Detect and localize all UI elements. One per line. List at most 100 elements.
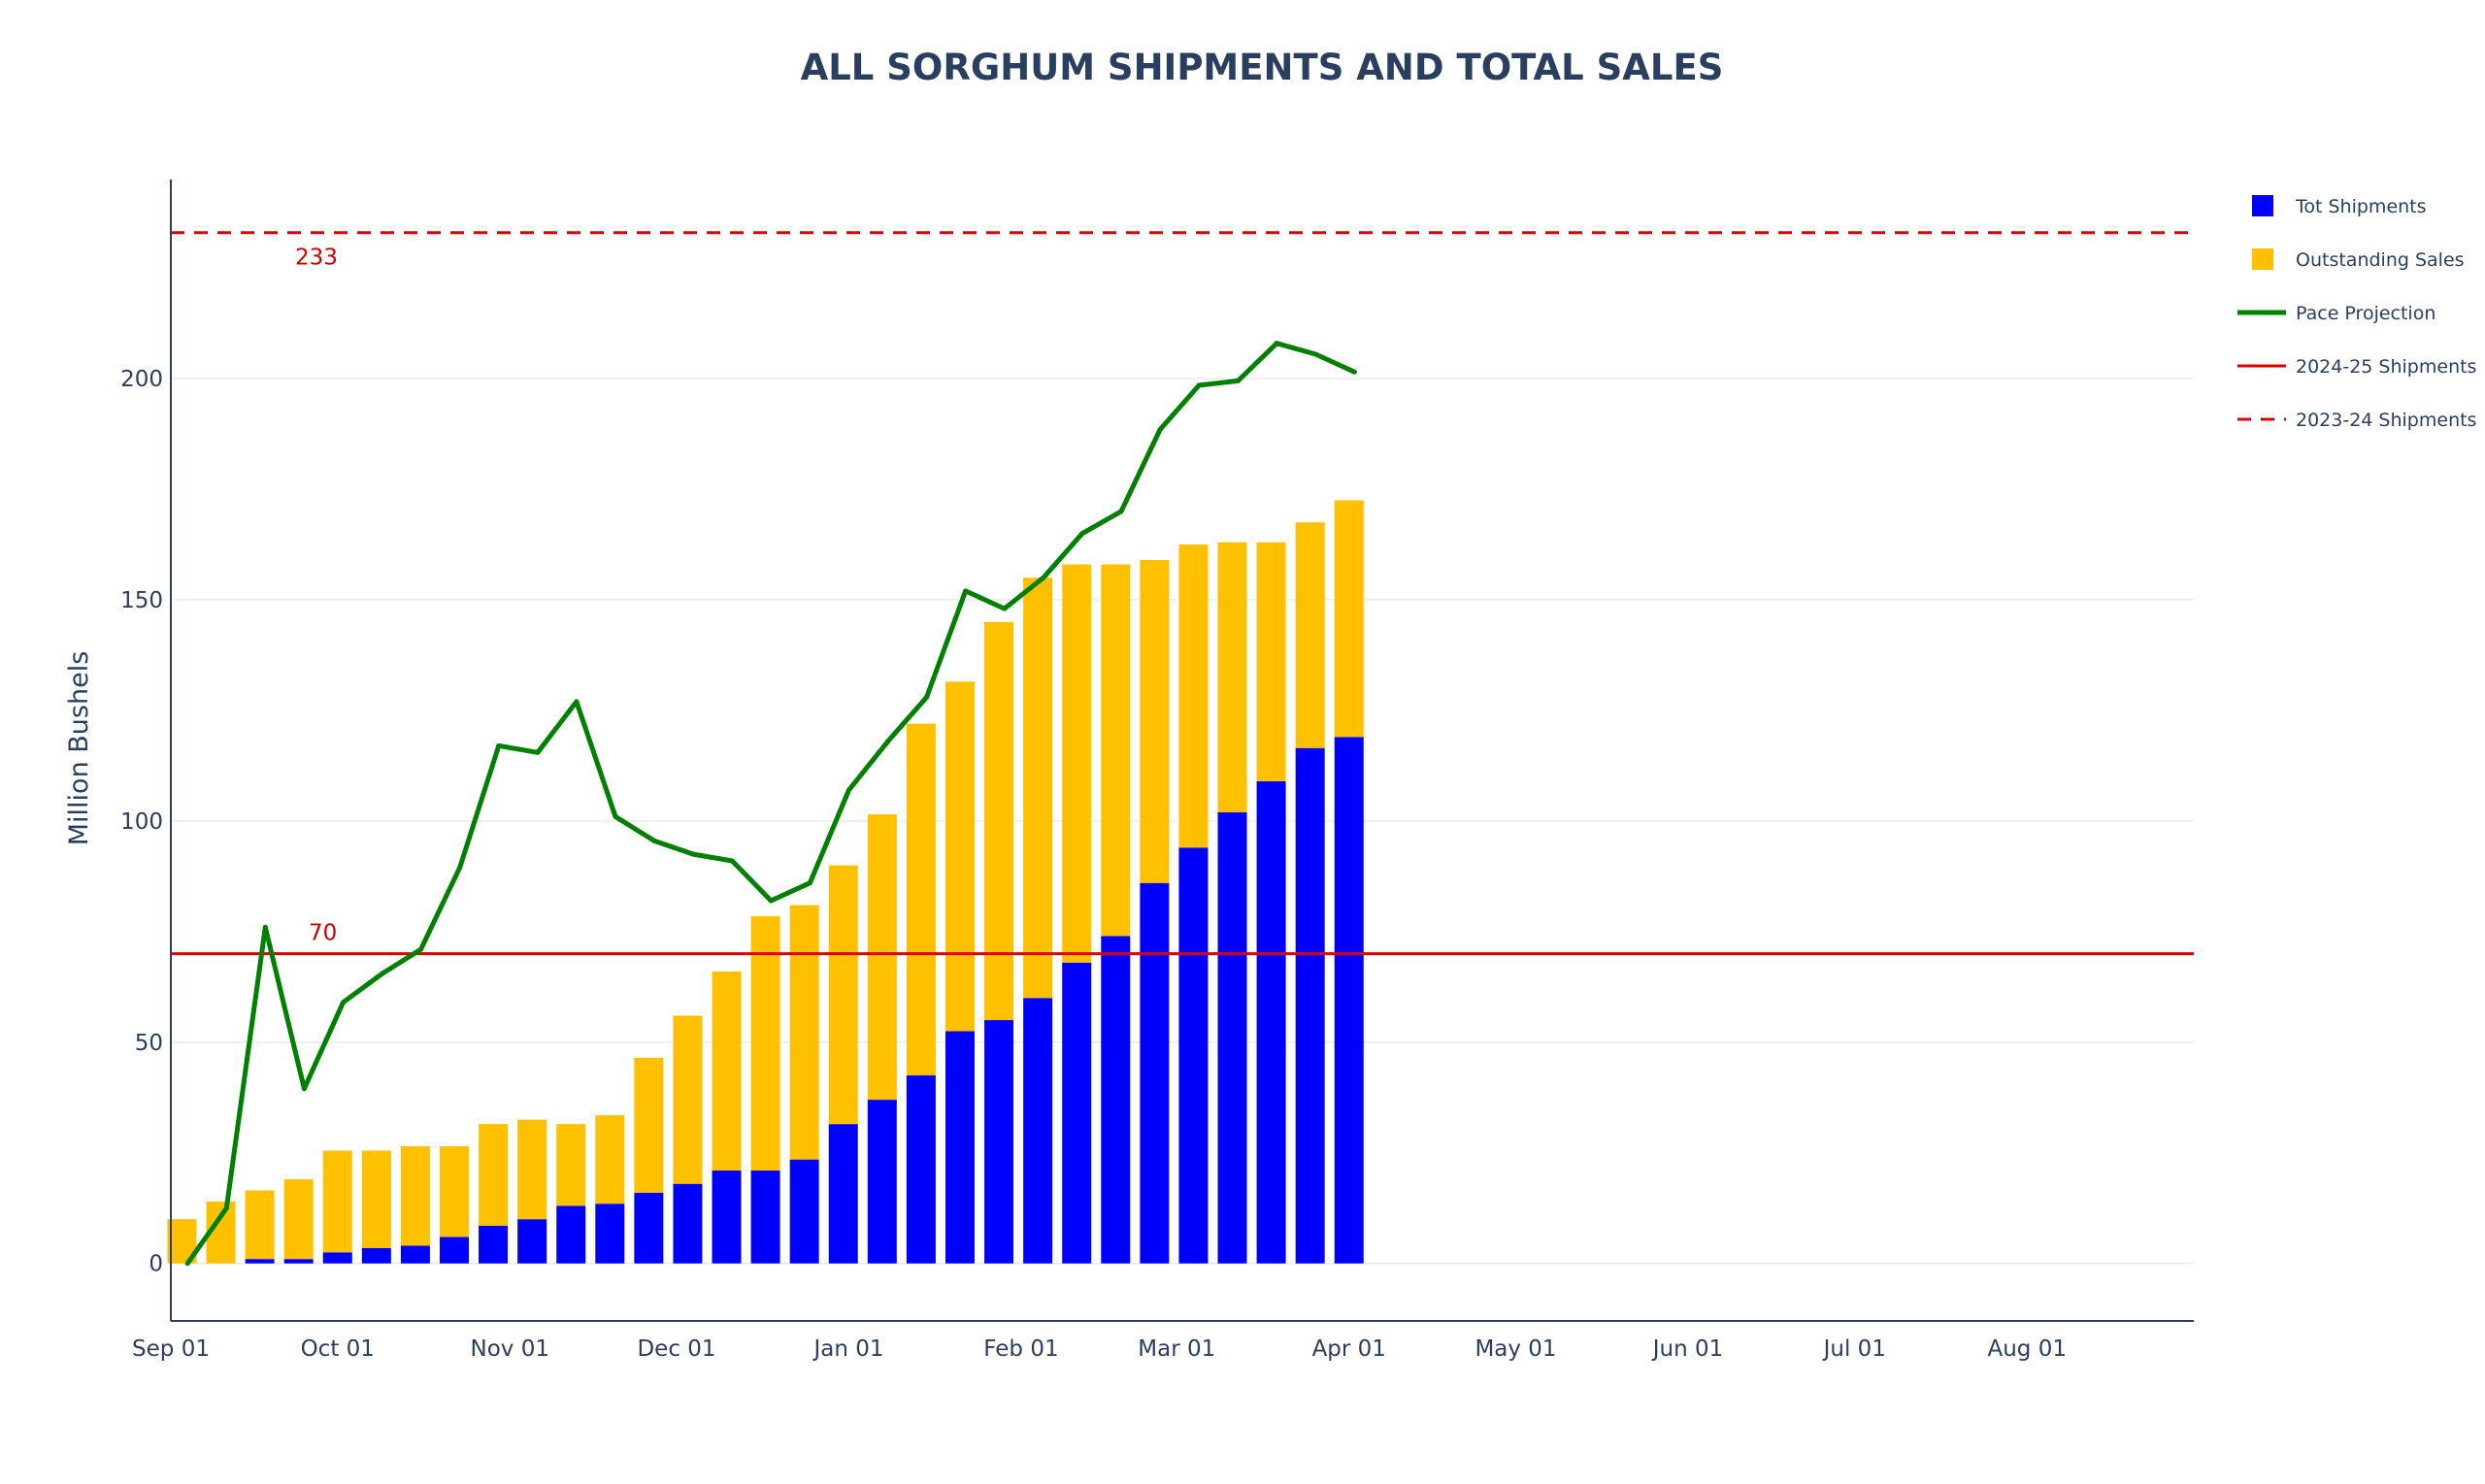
outstanding-sales-bar xyxy=(245,1190,275,1260)
shipments-2024-25-label: 70 xyxy=(309,921,337,946)
pace-projection-point xyxy=(301,1086,307,1092)
shipments-bar xyxy=(361,1247,391,1264)
y-axis-label: Million Bushels xyxy=(64,651,94,846)
x-tick-label: Dec 01 xyxy=(637,1336,715,1362)
shipments-bar xyxy=(634,1192,664,1264)
x-tick-label: Feb 01 xyxy=(983,1336,1058,1362)
shipments-2023-24-label: 233 xyxy=(295,246,338,271)
shipments-bar xyxy=(712,1171,742,1264)
outstanding-sales-bar xyxy=(1062,564,1092,963)
x-tick-label: Aug 01 xyxy=(1987,1336,2067,1362)
x-tick-label: May 01 xyxy=(1474,1336,1556,1362)
outstanding-sales-bar xyxy=(283,1179,314,1260)
pace-projection-point xyxy=(1079,531,1085,537)
legend-label: 2024-25 Shipments xyxy=(2296,356,2476,378)
outstanding-sales-bar xyxy=(906,723,936,1076)
outstanding-sales-bar xyxy=(322,1150,352,1253)
pace-projection-point xyxy=(496,742,502,748)
bars-layer xyxy=(167,500,1364,1264)
y-tick-label: 100 xyxy=(120,809,163,835)
outstanding-sales-bar xyxy=(673,1015,703,1184)
outstanding-sales-bar xyxy=(944,681,975,1032)
pace-line-layer xyxy=(184,341,1357,1267)
outstanding-sales-bar xyxy=(1140,560,1170,883)
legend[interactable]: Tot Shipments Outstanding Sales Pace Proje… xyxy=(2237,195,2476,431)
pace-projection-point xyxy=(1157,427,1163,433)
legend-label: Outstanding Sales xyxy=(2296,249,2465,271)
y-tick-label: 200 xyxy=(120,367,163,392)
pace-projection-point xyxy=(340,1000,346,1006)
pace-projection-point xyxy=(418,946,424,952)
pace-projection-point xyxy=(690,851,696,857)
x-tick-label: Nov 01 xyxy=(471,1336,549,1362)
shipments-bar xyxy=(673,1183,703,1264)
y-tick-label: 150 xyxy=(120,588,163,613)
pace-projection-point xyxy=(807,880,812,886)
shipments-bar xyxy=(1062,962,1092,1264)
shipments-bar xyxy=(1101,936,1131,1264)
pace-projection-point xyxy=(1274,341,1279,346)
chart-title: ALL SORGHUM SHIPMENTS AND TOTAL SALES xyxy=(800,47,1724,88)
legend-swatch xyxy=(2252,195,2273,216)
x-tick-label: Oct 01 xyxy=(301,1336,375,1362)
legend-label: Tot Shipments xyxy=(2295,196,2427,217)
pace-projection-point xyxy=(729,858,735,864)
shipments-bar xyxy=(322,1252,352,1264)
x-tick-label: Apr 01 xyxy=(1312,1336,1386,1362)
outstanding-sales-bar xyxy=(984,621,1014,1021)
outstanding-sales-bar xyxy=(867,814,897,1101)
tick-labels: 0 50 100 150 200 Sep 01 Oct 01 Nov 01 Dec 01 Jan … xyxy=(120,367,2067,1362)
pace-projection-point xyxy=(184,1261,190,1267)
legend-item[interactable]: Outstanding Sales xyxy=(2252,248,2465,271)
outstanding-sales-bar xyxy=(789,905,819,1160)
pace-projection-point xyxy=(380,971,385,976)
shipments-bar xyxy=(1217,811,1247,1264)
shipments-bar xyxy=(439,1237,469,1264)
outstanding-sales-bar xyxy=(1334,500,1364,738)
outstanding-sales-bar xyxy=(828,865,858,1125)
pace-projection-point xyxy=(963,588,969,594)
pace-projection-point xyxy=(1351,369,1357,375)
shipments-bar xyxy=(1334,737,1364,1264)
pace-projection-point xyxy=(845,787,851,793)
x-tick-label: Jul 01 xyxy=(1822,1336,1886,1362)
outstanding-sales-bar xyxy=(750,915,780,1171)
outstanding-sales-bar xyxy=(361,1150,391,1248)
outstanding-sales-bar xyxy=(1178,544,1209,848)
legend-item[interactable]: 2023-24 Shipments xyxy=(2237,410,2476,431)
pace-projection-point xyxy=(535,749,541,755)
legend-item[interactable]: 2024-25 Shipments xyxy=(2237,356,2476,378)
shipments-bar xyxy=(400,1245,430,1264)
shipments-bar xyxy=(789,1159,819,1264)
outstanding-sales-bar xyxy=(1295,522,1325,748)
pace-projection-point xyxy=(1235,378,1241,383)
pace-projection-point xyxy=(613,813,618,819)
pace-projection-point xyxy=(457,865,463,871)
shipments-bar xyxy=(944,1031,975,1264)
shipments-bar xyxy=(479,1226,509,1264)
shipments-bar xyxy=(750,1171,780,1264)
legend-item[interactable]: Tot Shipments xyxy=(2252,195,2427,217)
legend-item[interactable]: Pace Projection xyxy=(2237,303,2435,324)
pace-projection-point xyxy=(1312,351,1318,357)
outstanding-sales-bar xyxy=(1023,577,1053,999)
legend-swatch xyxy=(2252,248,2273,270)
x-tick-label: Mar 01 xyxy=(1138,1336,1215,1362)
outstanding-sales-bar xyxy=(712,971,742,1171)
shipments-bar xyxy=(517,1219,547,1264)
outstanding-sales-bar xyxy=(1101,564,1131,937)
shipments-bar xyxy=(906,1075,936,1264)
x-tick-label: Sep 01 xyxy=(132,1336,210,1362)
pace-projection-point xyxy=(1196,382,1202,388)
shipments-bar xyxy=(245,1259,275,1264)
pace-projection-point xyxy=(1118,509,1124,514)
reference-lines: 70 233 xyxy=(171,231,2194,956)
shipments-bar xyxy=(867,1100,897,1264)
y-tick-label: 0 xyxy=(149,1252,163,1277)
shipments-bar xyxy=(828,1124,858,1264)
shipments-bar xyxy=(1178,847,1209,1264)
outstanding-sales-bar xyxy=(439,1145,469,1237)
outstanding-sales-bar xyxy=(517,1119,547,1220)
shipments-bar xyxy=(1256,780,1286,1264)
